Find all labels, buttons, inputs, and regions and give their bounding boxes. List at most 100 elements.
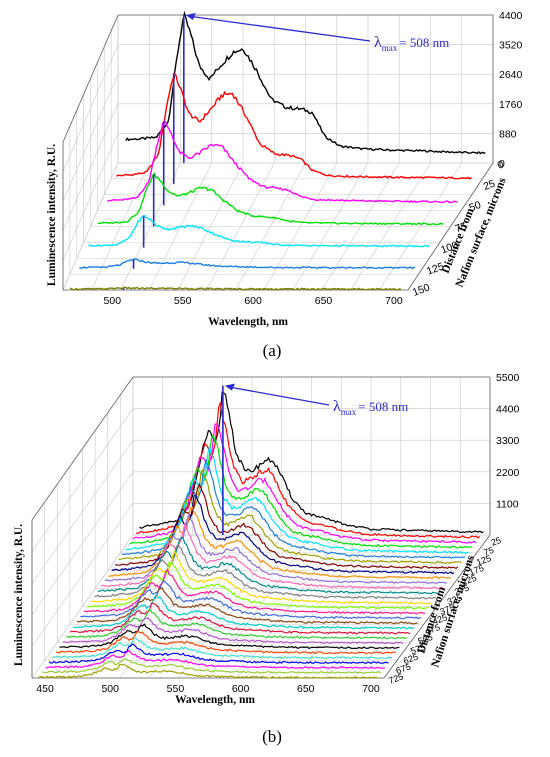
x-tick-label: 700 <box>385 295 403 307</box>
series-line-375 <box>87 560 429 610</box>
series-line-0 <box>125 10 486 155</box>
z-tick-label: 3300 <box>496 435 520 447</box>
x-tick-label: 700 <box>362 683 380 695</box>
depth-tick-label: 725 <box>387 671 405 686</box>
chart-b-ticks: 450 500 550 600 650 700 5500 4400 3300 2200 1100 25… <box>36 372 519 695</box>
z-tick-label: 1100 <box>496 498 519 510</box>
chart-a-panel-label: (a) <box>263 341 282 360</box>
depth-tick-label: 125 <box>425 260 446 277</box>
series-line-450 <box>76 587 418 625</box>
series-line-475 <box>73 593 415 630</box>
chart-b-series <box>38 385 484 679</box>
series-line-150 <box>69 286 402 291</box>
chart-a-annotation: λmax = 508 nm <box>185 13 449 53</box>
series-line-650 <box>48 643 389 664</box>
depth-tick-label: 75 <box>453 220 468 235</box>
x-tick-label: 650 <box>315 295 333 307</box>
series-line-0 <box>139 391 484 534</box>
frame-edge <box>407 162 494 291</box>
chart-b-xlabel: Wavelength, nm <box>175 694 255 706</box>
annotation-value: = 508 nm <box>399 35 449 50</box>
series-line-500 <box>69 602 411 635</box>
z-tick-label: 3520 <box>499 40 523 52</box>
series-line-75 <box>129 433 473 549</box>
x-tick-label: 600 <box>244 295 262 307</box>
z-tick-label: 4400 <box>499 10 523 22</box>
x-tick-label: 650 <box>297 683 315 695</box>
annotation-lambda: λ <box>333 398 341 415</box>
series-line-125 <box>79 258 416 270</box>
series-line-300 <box>97 536 440 595</box>
depth-tick-label: 125 <box>475 553 493 568</box>
depth-tick-label: 0 <box>496 158 506 171</box>
depth-tick-label: 675 <box>395 661 413 676</box>
chart-a: 500 550 600 650 7004400352026401760880002550… <box>46 10 523 360</box>
chart-a-frame <box>62 14 494 291</box>
depth-tick-label: 325 <box>446 592 464 607</box>
x-tick-label: 600 <box>232 683 250 695</box>
annotation-lambda: λ <box>374 34 382 51</box>
series-line-575 <box>59 623 400 650</box>
annotation-sub: max <box>382 43 398 53</box>
chart-a-ylabel: Luminescence intensity, R.U. <box>46 144 58 286</box>
z-tick-label: 1760 <box>499 99 523 111</box>
frame-edge <box>31 376 134 521</box>
z-tick-label: 4400 <box>496 404 520 416</box>
annotation-value: = 508 nm <box>358 399 408 414</box>
chart-b: 450 500 550 600 650 700 5500 4400 3300 2200 1100 25… <box>13 372 520 746</box>
depth-tick-label: 75 <box>482 545 495 558</box>
x-tick-label: 500 <box>101 683 119 695</box>
series-line-50 <box>107 120 458 204</box>
depth-tick-label: 425 <box>431 612 449 627</box>
x-tick-label: 550 <box>167 683 185 695</box>
chart-a-xlabel: Wavelength, nm <box>208 316 288 328</box>
depth-tick-label: 25 <box>482 178 497 193</box>
series-line-425 <box>80 580 422 620</box>
depth-tick-label: 575 <box>409 642 427 657</box>
depth-tick-label: 50 <box>468 199 483 214</box>
series-line-600 <box>55 629 396 655</box>
series-line-75 <box>97 172 444 226</box>
depth-tick-label: 25 <box>490 535 503 548</box>
depth-tick-label: 475 <box>424 622 442 637</box>
chart-b-annotation: λmax = 508 nm <box>224 383 408 417</box>
depth-tick-label: 175 <box>468 563 486 578</box>
series-line-25 <box>116 72 472 180</box>
annotation-sub: max <box>341 407 357 417</box>
depth-tick-label: 150 <box>411 281 432 298</box>
series-line-225 <box>108 505 451 580</box>
series-line-100 <box>88 214 430 248</box>
chart-b-ylabel: Luminescence intensity, R.U. <box>13 524 25 666</box>
annotation-text: λmax = 508 nm <box>333 398 408 417</box>
chart-a-ticks: 500 550 600 650 7004400352026401760880002550… <box>104 10 523 307</box>
series-line-400 <box>83 568 426 615</box>
z-tick-label: 880 <box>499 128 517 140</box>
x-tick-label: 550 <box>174 295 192 307</box>
frame-edge <box>62 14 119 143</box>
series-line-150 <box>118 468 462 565</box>
series-line-50 <box>132 423 477 544</box>
chart-b-panel-label: (b) <box>262 727 282 746</box>
series-line-125 <box>121 458 466 559</box>
annotation-arrowhead <box>224 383 235 391</box>
annotation-arrow <box>226 385 330 406</box>
depth-tick-label: 275 <box>453 583 471 598</box>
annotation-text: λmax = 508 nm <box>374 34 449 53</box>
depth-tick-label: 225 <box>460 573 478 588</box>
depth-tick-label: 625 <box>402 652 420 667</box>
z-tick-label: 0 <box>499 158 505 170</box>
annotation-arrow <box>187 15 371 42</box>
x-tick-label: 500 <box>104 295 122 307</box>
depth-tick-label: 375 <box>438 602 456 617</box>
series-line-675 <box>45 649 385 669</box>
series-line-550 <box>62 617 404 645</box>
z-tick-label: 5500 <box>496 372 520 384</box>
series-line-25 <box>136 402 481 539</box>
depth-tick-label: 100 <box>439 239 460 256</box>
depth-tick-label: 525 <box>417 632 435 647</box>
series-line-100 <box>125 446 469 554</box>
chart-a-series <box>69 10 486 291</box>
z-tick-label: 2640 <box>499 69 523 81</box>
series-line-525 <box>66 608 408 640</box>
